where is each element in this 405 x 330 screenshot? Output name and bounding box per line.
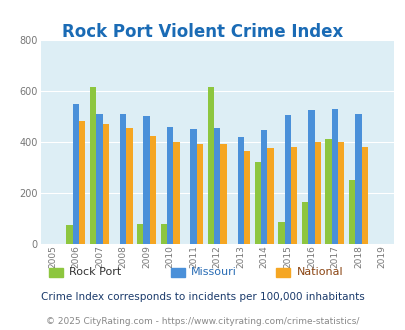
Bar	[307, 110, 314, 244]
Bar	[119, 114, 126, 244]
Bar	[301, 202, 307, 244]
Bar	[143, 116, 149, 244]
Bar	[96, 114, 102, 244]
Bar	[137, 224, 143, 244]
Bar	[220, 145, 226, 244]
Bar	[90, 87, 96, 244]
Bar	[284, 115, 290, 244]
Bar	[190, 129, 196, 244]
Bar	[213, 128, 220, 244]
Bar	[160, 224, 166, 244]
Bar	[354, 114, 361, 244]
Bar	[348, 180, 354, 244]
Bar	[314, 142, 320, 244]
Bar	[166, 127, 173, 244]
Bar	[243, 151, 249, 244]
Bar	[254, 162, 260, 244]
Bar	[173, 142, 179, 244]
Text: Crime Index corresponds to incidents per 100,000 inhabitants: Crime Index corresponds to incidents per…	[41, 292, 364, 302]
Bar	[102, 124, 109, 244]
Bar	[237, 137, 243, 244]
Bar	[331, 109, 337, 244]
Text: Rock Port: Rock Port	[69, 267, 121, 277]
Bar	[149, 136, 156, 244]
Text: Rock Port Violent Crime Index: Rock Port Violent Crime Index	[62, 23, 343, 41]
Bar	[207, 87, 213, 244]
Text: © 2025 CityRating.com - https://www.cityrating.com/crime-statistics/: © 2025 CityRating.com - https://www.city…	[46, 317, 359, 326]
Bar	[126, 128, 132, 244]
Bar	[72, 104, 79, 244]
Bar	[325, 139, 331, 244]
Bar	[337, 142, 343, 244]
Bar	[290, 147, 296, 244]
Bar	[267, 148, 273, 244]
Bar	[66, 225, 72, 244]
Bar	[260, 130, 267, 244]
Bar	[196, 145, 202, 244]
Text: Missouri: Missouri	[190, 267, 236, 277]
Bar	[278, 222, 284, 244]
Text: National: National	[296, 267, 342, 277]
Bar	[361, 147, 367, 244]
Bar	[79, 121, 85, 244]
